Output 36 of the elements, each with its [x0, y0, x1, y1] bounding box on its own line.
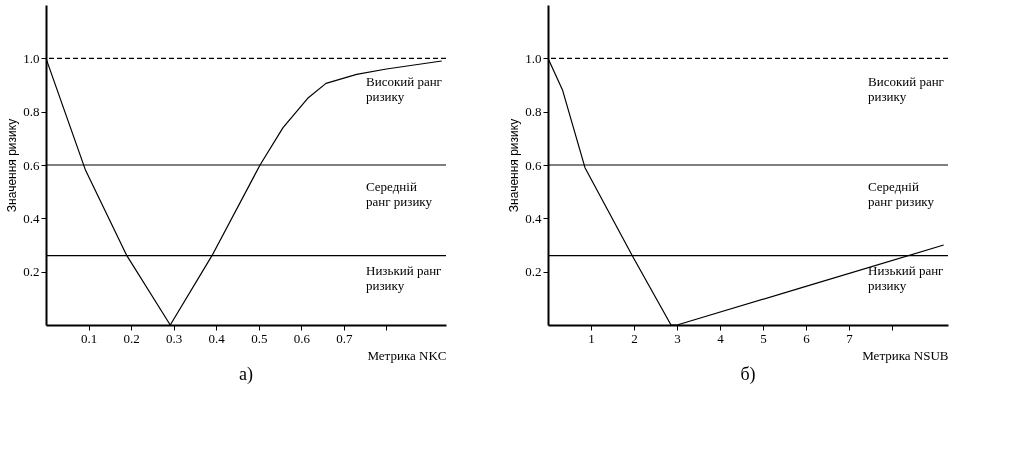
annotation: Середній ранг ризику	[868, 179, 935, 210]
annotation: Низький ранг ризику	[366, 262, 442, 293]
x-tick-label: 4	[717, 330, 725, 346]
y-tick-label: 0.2	[525, 264, 542, 280]
x-tick-label: 7	[846, 330, 854, 346]
annotation: Низький ранг ризику	[868, 262, 944, 293]
x-tick-label: 6	[803, 330, 811, 346]
annotation: Високий ранг ризику	[868, 73, 944, 104]
y-axis-title: Значення ризику	[507, 118, 522, 213]
x-tick-label: 0.5	[251, 330, 268, 346]
x-tick-label: 5	[760, 330, 767, 346]
text: а)	[239, 364, 253, 385]
x-tick-label: 3	[674, 330, 681, 346]
x-axis-title: Метрика NSUB	[862, 347, 949, 363]
y-tick-label: 0.6	[23, 157, 40, 173]
x-tick-label: 2	[631, 330, 638, 346]
x-tick-label: 0.4	[208, 330, 226, 346]
y-axis-title: Значення ризику	[5, 118, 20, 213]
y-tick-label: 0.2	[23, 264, 40, 280]
x-tick-label: 0.6	[293, 330, 311, 346]
x-tick-label: 0.3	[166, 330, 183, 346]
x-tick-label: 0.7	[336, 330, 353, 346]
y-tick-label: 1.0	[525, 50, 542, 66]
y-tick-label: 0.4	[23, 210, 40, 226]
x-axis-title: Метрика NKC	[367, 347, 447, 363]
y-tick-label: 0.8	[23, 104, 40, 120]
y-tick-label: 1.0	[23, 50, 40, 66]
x-tick-label: 0.2	[123, 330, 140, 346]
x-tick-label: 0.1	[80, 330, 98, 346]
annotation: Середній ранг ризику	[366, 179, 433, 210]
y-tick-label: 0.8	[525, 104, 542, 120]
annotation: Високий ранг ризику	[366, 73, 442, 104]
y-tick-label: 0.6	[525, 157, 542, 173]
text: б)	[740, 364, 756, 385]
y-tick-label: 0.4	[525, 210, 542, 226]
x-tick-label: 1	[588, 330, 595, 346]
